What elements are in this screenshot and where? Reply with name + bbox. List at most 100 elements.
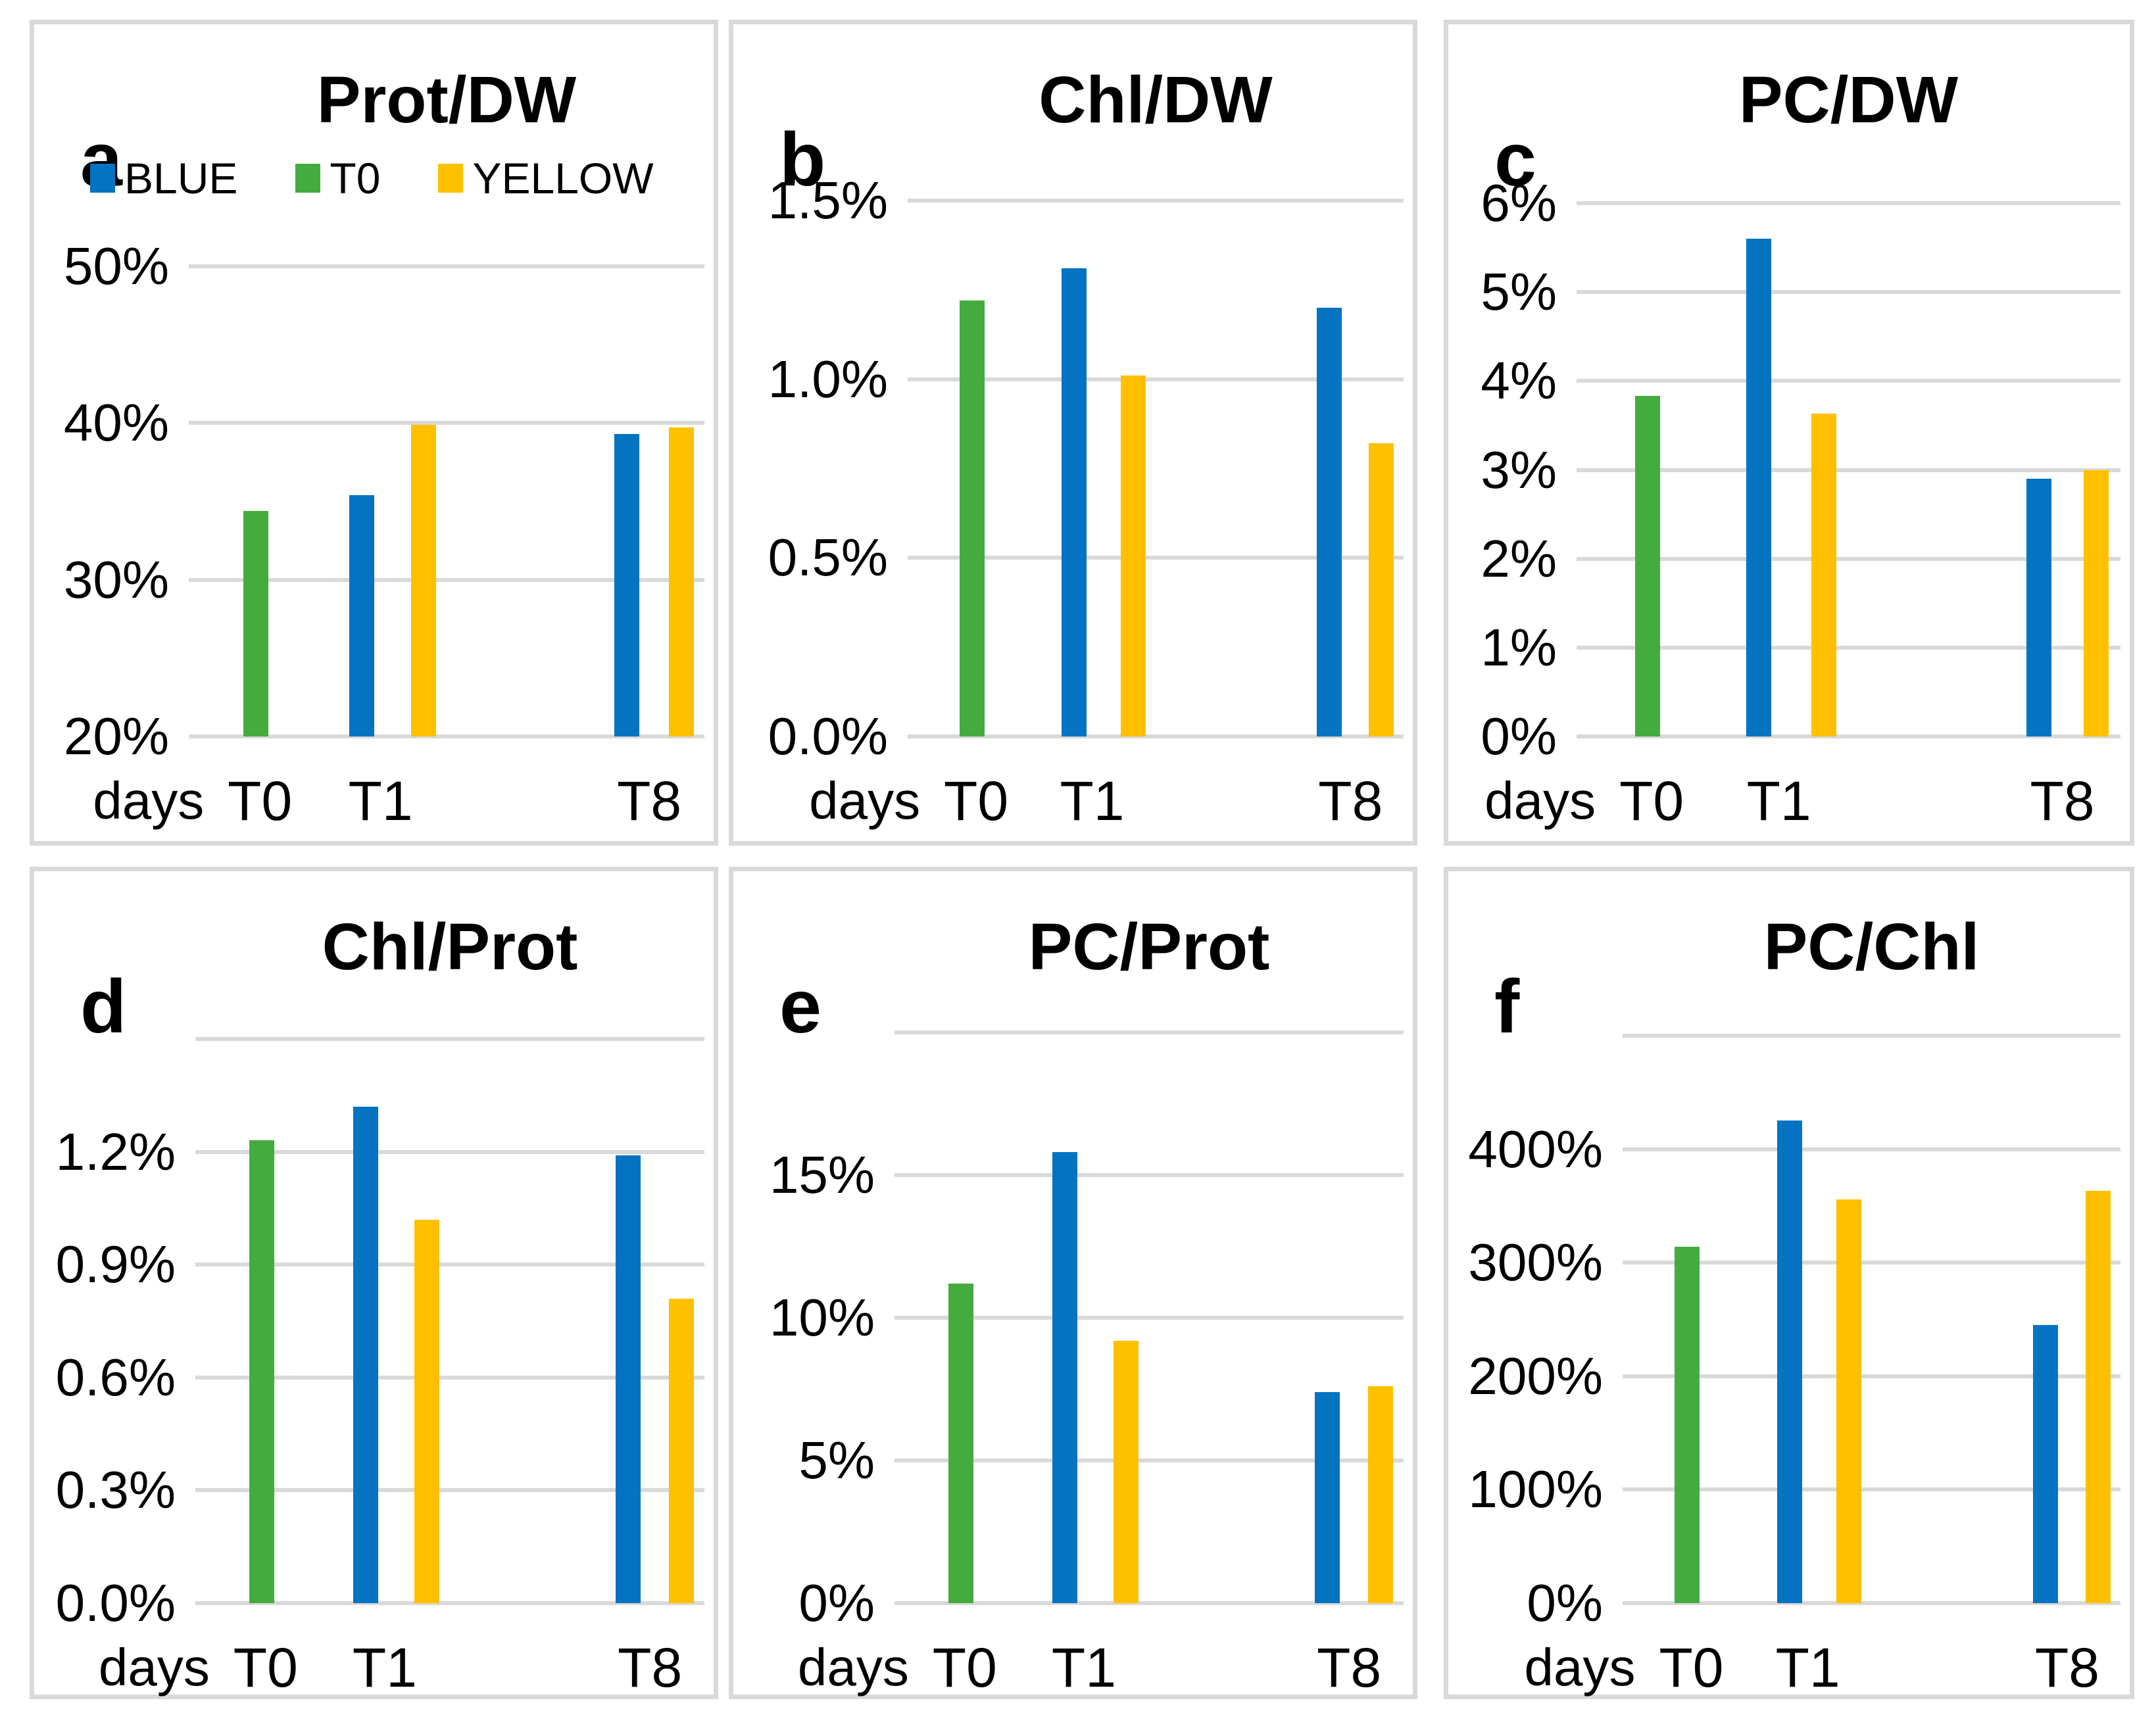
bar-yellow-t8	[1369, 443, 1394, 736]
y-gridline	[195, 1263, 704, 1267]
y-gridline	[1577, 290, 2120, 295]
y-tick-label: 400%	[1468, 1119, 1603, 1178]
bar-yellow-t8	[1368, 1386, 1394, 1603]
y-tick-label: 100%	[1468, 1460, 1603, 1519]
bar-yellow-t8	[669, 1298, 695, 1603]
y-tick-label: 200%	[1468, 1346, 1603, 1405]
x-tick-label-t8: T8	[617, 770, 682, 832]
y-gridline	[189, 264, 704, 268]
bar-blue-t1	[1061, 268, 1087, 736]
y-gridline	[908, 377, 1404, 381]
x-tick-label-t1: T1	[352, 1637, 417, 1699]
y-tick-label: 4%	[1481, 351, 1557, 410]
y-gridline	[894, 1316, 1404, 1320]
y-tick-label: 0.3%	[55, 1460, 176, 1520]
panel-letter: d	[80, 965, 127, 1049]
bar-blue-t8	[2026, 479, 2051, 736]
bar-blue-t1	[353, 1106, 379, 1603]
y-gridline	[1623, 1261, 2120, 1265]
panel-letter: f	[1494, 965, 1520, 1049]
bar-yellow-t8	[2085, 1191, 2111, 1603]
x-tick-label-t1: T1	[1051, 1637, 1116, 1699]
y-tick-label: 0%	[1481, 707, 1557, 765]
x-tick-label-t0: T0	[932, 1637, 997, 1699]
y-gridline	[1577, 556, 2120, 561]
y-gridline	[1623, 1034, 2120, 1038]
bar-blue-t8	[2033, 1325, 2059, 1603]
bar-blue-t8	[1314, 1391, 1340, 1603]
y-gridline	[1623, 1601, 2120, 1605]
x-tick-label-t1: T1	[1746, 770, 1811, 832]
y-tick-label: 15%	[769, 1145, 875, 1204]
y-tick-label: 1.2%	[55, 1122, 176, 1181]
y-tick-label: 0.6%	[55, 1347, 176, 1407]
bar-yellow-t1	[414, 1219, 440, 1603]
y-tick-label: 3%	[1481, 440, 1557, 499]
chart-panel-d: Chl/Prot d 0.0% 0.3% 0.6% 0.9% 1.2% days T0 T1 T8	[30, 867, 718, 1699]
x-tick-label-t1: T1	[1775, 1637, 1840, 1699]
y-gridline	[908, 199, 1404, 203]
bar-blue-t1	[1052, 1152, 1078, 1603]
y-tick-label: 0%	[798, 1574, 875, 1632]
x-axis-label: days	[93, 771, 205, 830]
x-tick-label-t0: T0	[1659, 1637, 1724, 1699]
legend-swatch-icon	[438, 164, 464, 193]
x-tick-label-t8: T8	[1317, 1637, 1382, 1699]
chart-panel-a: Prot/DW a BLUE T0 YELLOW 20% 30% 40% 50% days T0 T1…	[30, 20, 718, 846]
y-tick-label: 6%	[1481, 174, 1557, 232]
legend-swatch-icon	[90, 164, 115, 193]
y-tick-label: 5%	[798, 1431, 875, 1489]
y-gridline	[195, 1488, 704, 1493]
chart-panel-f: PC/Chl f 0% 100% 200% 300% 400% days T0 T1 T8	[1444, 867, 2134, 1699]
bar-yellow-t1	[410, 424, 436, 736]
panel-title: Prot/DW	[316, 63, 577, 137]
y-gridline	[1623, 1147, 2120, 1151]
y-gridline	[894, 1030, 1404, 1034]
y-gridline	[1623, 1374, 2120, 1378]
y-tick-label: 30%	[63, 550, 169, 609]
chart-panel-e: PC/Prot e 0% 5% 10% 15% days T0 T1 T8	[729, 867, 1417, 1699]
y-tick-label: 40%	[63, 393, 169, 452]
chart-legend: BLUE T0 YELLOW	[90, 153, 712, 203]
x-tick-label-t0: T0	[228, 770, 293, 832]
bar-blue-t8	[614, 434, 640, 736]
bar-blue-t1	[349, 494, 374, 736]
x-tick-label-t0: T0	[1619, 770, 1684, 832]
bar-yellow-t1	[1121, 375, 1146, 736]
bar-t0-t0	[1675, 1247, 1700, 1603]
bar-t0-t0	[948, 1283, 973, 1603]
bar-yellow-t1	[1836, 1199, 1862, 1603]
legend-label: YELLOW	[472, 154, 654, 203]
y-gridline	[1577, 645, 2120, 650]
bar-blue-t1	[1776, 1121, 1802, 1603]
y-gridline	[195, 1149, 704, 1154]
panel-letter: e	[779, 965, 821, 1049]
legend-label: BLUE	[124, 154, 238, 203]
bar-t0-t0	[960, 301, 985, 736]
x-tick-label-t0: T0	[944, 770, 1009, 832]
bar-t0-t0	[1634, 396, 1660, 736]
x-tick-label-t0: T0	[233, 1637, 298, 1699]
y-tick-label: 50%	[63, 237, 169, 295]
panel-title: PC/DW	[1738, 63, 1959, 137]
y-gridline	[1577, 468, 2120, 472]
legend-item-yellow: YELLOW	[438, 153, 654, 203]
legend-item-blue: BLUE	[90, 153, 237, 203]
y-tick-label: 1.5%	[768, 171, 888, 229]
y-gridline	[189, 735, 704, 738]
legend-swatch-icon	[295, 164, 321, 193]
y-tick-label: 300%	[1468, 1233, 1603, 1292]
y-tick-label: 20%	[63, 707, 169, 765]
y-gridline	[894, 1173, 1404, 1177]
y-gridline	[908, 556, 1404, 560]
panel-title: Chl/DW	[1039, 63, 1273, 137]
legend-item-t0: T0	[295, 153, 380, 203]
y-gridline	[195, 1375, 704, 1380]
x-axis-label: days	[98, 1638, 210, 1697]
y-tick-label: 0.9%	[55, 1235, 176, 1294]
y-tick-label: 0.0%	[55, 1574, 176, 1632]
y-gridline	[894, 1601, 1404, 1605]
y-tick-label: 0.5%	[768, 528, 888, 587]
panel-title: PC/Prot	[1028, 910, 1270, 984]
y-tick-label: 2%	[1481, 529, 1557, 588]
